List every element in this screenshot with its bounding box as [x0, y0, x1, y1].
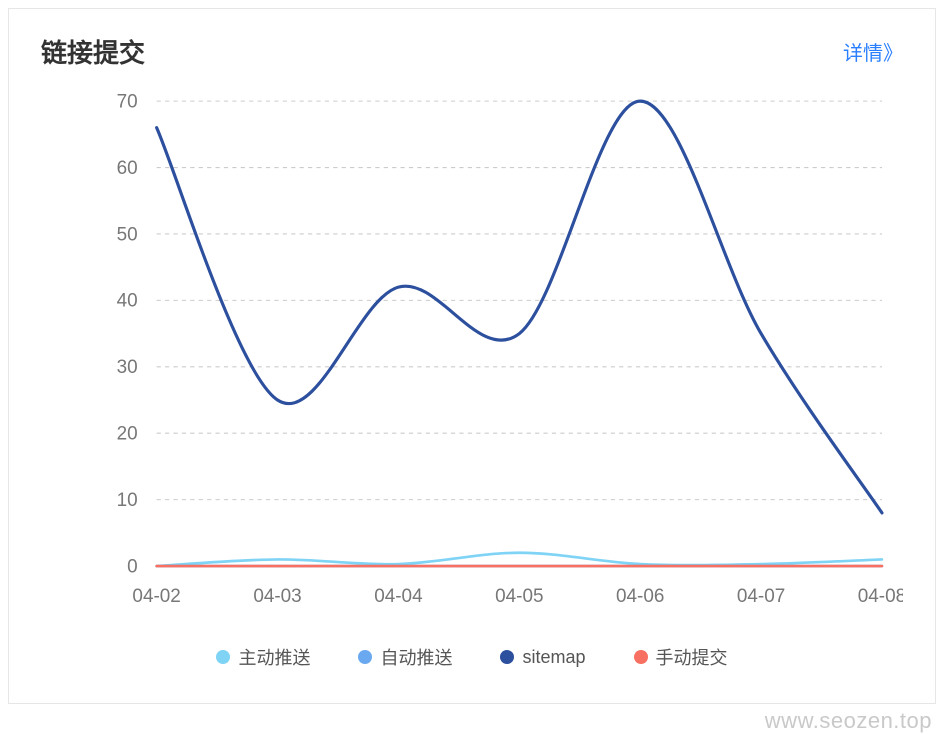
y-tick-label: 20 [117, 424, 138, 445]
card-header: 链接提交 详情》 [41, 33, 903, 70]
x-tick-label: 04-07 [737, 586, 785, 607]
series-line [157, 553, 882, 566]
watermark-text: www.seozen.top [765, 708, 932, 734]
legend-item[interactable]: 手动提交 [634, 644, 728, 670]
x-tick-label: 04-06 [616, 586, 664, 607]
line-chart: 0 10 20 30 40 50 60 70 04-02 04-03 04-04 04-05 04-06… [41, 80, 903, 640]
series-line [157, 101, 882, 513]
x-tick-label: 04-02 [132, 586, 180, 607]
details-link[interactable]: 详情》 [843, 37, 903, 66]
legend-label: 手动提交 [656, 644, 728, 670]
chart-card: 链接提交 详情》 01020304050607004-0204-0304-040… [8, 8, 936, 704]
x-tick-label: 04-03 [253, 586, 301, 607]
y-tick-label: 40 [117, 291, 138, 312]
y-tick-label: 60 [117, 158, 138, 179]
card-title: 链接提交 [41, 33, 145, 70]
chart-legend: 主动推送 自动推送 sitemap 手动提交 [41, 644, 903, 670]
y-tick-label: 0 [127, 556, 138, 577]
y-tick-label: 50 [117, 224, 138, 245]
legend-item[interactable]: sitemap [500, 644, 585, 670]
legend-label: sitemap [522, 647, 585, 668]
legend-dot-icon [358, 650, 372, 664]
y-tick-label: 70 [117, 91, 138, 112]
x-tick-label: 04-05 [495, 586, 543, 607]
legend-label: 主动推送 [238, 644, 310, 670]
legend-dot-icon [634, 650, 648, 664]
legend-item[interactable]: 自动推送 [358, 644, 452, 670]
y-tick-label: 10 [117, 490, 138, 511]
chart-area: 0 10 20 30 40 50 60 70 04-02 04-03 04-04 04-05 04-06… [41, 80, 903, 640]
x-tick-label: 04-08 [858, 586, 903, 607]
y-tick-label: 30 [117, 357, 138, 378]
legend-item[interactable]: 主动推送 [216, 644, 310, 670]
legend-dot-icon [500, 650, 514, 664]
x-tick-label: 04-04 [374, 586, 422, 607]
legend-dot-icon [216, 650, 230, 664]
legend-label: 自动推送 [380, 644, 452, 670]
